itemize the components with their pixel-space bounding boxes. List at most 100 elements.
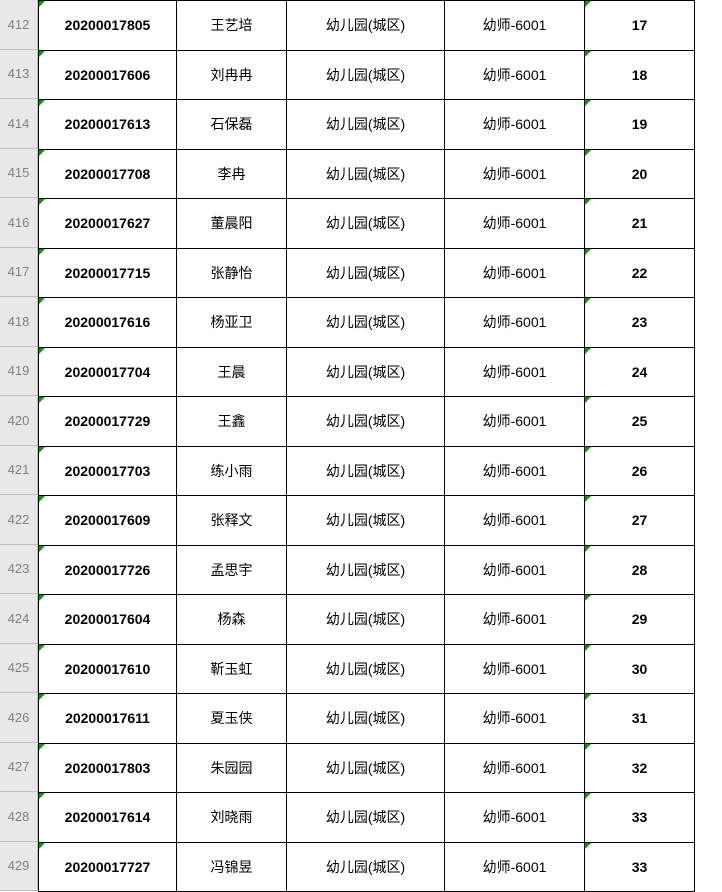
cell-name[interactable]: 张释文 [177,496,287,546]
cell-dept[interactable]: 幼儿园(城区) [287,793,445,843]
cell-dept[interactable]: 幼儿园(城区) [287,397,445,447]
cell-num[interactable]: 31 [585,694,695,744]
cell-pos[interactable]: 幼师-6001 [445,446,585,496]
cell-name[interactable]: 杨亚卫 [177,298,287,348]
cell-dept[interactable]: 幼儿园(城区) [287,50,445,100]
cell-name[interactable]: 张静怡 [177,248,287,298]
row-header[interactable]: 417 [0,248,38,298]
cell-id[interactable]: 20200017729 [39,397,177,447]
cell-pos[interactable]: 幼师-6001 [445,842,585,892]
cell-id[interactable]: 20200017726 [39,545,177,595]
cell-dept[interactable]: 幼儿园(城区) [287,694,445,744]
row-header[interactable]: 427 [0,743,38,793]
cell-dept[interactable]: 幼儿园(城区) [287,743,445,793]
cell-dept[interactable]: 幼儿园(城区) [287,644,445,694]
cell-name[interactable]: 刘冉冉 [177,50,287,100]
cell-num[interactable]: 19 [585,100,695,150]
cell-num[interactable]: 33 [585,842,695,892]
cell-pos[interactable]: 幼师-6001 [445,545,585,595]
cell-name[interactable]: 王艺培 [177,1,287,51]
cell-num[interactable]: 23 [585,298,695,348]
row-header[interactable]: 422 [0,495,38,545]
cell-id[interactable]: 20200017805 [39,1,177,51]
cell-pos[interactable]: 幼师-6001 [445,347,585,397]
cell-pos[interactable]: 幼师-6001 [445,298,585,348]
cell-num[interactable]: 26 [585,446,695,496]
cell-id[interactable]: 20200017627 [39,199,177,249]
row-header[interactable]: 412 [0,0,38,50]
cell-dept[interactable]: 幼儿园(城区) [287,496,445,546]
cell-name[interactable]: 夏玉侠 [177,694,287,744]
cell-name[interactable]: 靳玉虹 [177,644,287,694]
cell-dept[interactable]: 幼儿园(城区) [287,100,445,150]
row-header[interactable]: 423 [0,545,38,595]
cell-name[interactable]: 冯锦昱 [177,842,287,892]
cell-num[interactable]: 29 [585,595,695,645]
cell-pos[interactable]: 幼师-6001 [445,100,585,150]
cell-dept[interactable]: 幼儿园(城区) [287,595,445,645]
row-header[interactable]: 415 [0,149,38,199]
row-header[interactable]: 429 [0,842,38,892]
cell-id[interactable]: 20200017604 [39,595,177,645]
cell-num[interactable]: 21 [585,199,695,249]
row-header[interactable]: 420 [0,396,38,446]
cell-pos[interactable]: 幼师-6001 [445,248,585,298]
cell-pos[interactable]: 幼师-6001 [445,644,585,694]
cell-dept[interactable]: 幼儿园(城区) [287,199,445,249]
row-header[interactable]: 413 [0,50,38,100]
cell-dept[interactable]: 幼儿园(城区) [287,545,445,595]
cell-pos[interactable]: 幼师-6001 [445,743,585,793]
cell-id[interactable]: 20200017610 [39,644,177,694]
cell-num[interactable]: 28 [585,545,695,595]
cell-dept[interactable]: 幼儿园(城区) [287,347,445,397]
cell-pos[interactable]: 幼师-6001 [445,397,585,447]
row-header[interactable]: 418 [0,297,38,347]
cell-pos[interactable]: 幼师-6001 [445,694,585,744]
cell-name[interactable]: 董晨阳 [177,199,287,249]
cell-dept[interactable]: 幼儿园(城区) [287,298,445,348]
row-header[interactable]: 428 [0,792,38,842]
cell-name[interactable]: 王晨 [177,347,287,397]
cell-name[interactable]: 孟思宇 [177,545,287,595]
cell-pos[interactable]: 幼师-6001 [445,50,585,100]
cell-num[interactable]: 32 [585,743,695,793]
cell-dept[interactable]: 幼儿园(城区) [287,842,445,892]
row-header[interactable]: 426 [0,693,38,743]
cell-id[interactable]: 20200017803 [39,743,177,793]
cell-name[interactable]: 王鑫 [177,397,287,447]
cell-pos[interactable]: 幼师-6001 [445,149,585,199]
cell-pos[interactable]: 幼师-6001 [445,1,585,51]
cell-dept[interactable]: 幼儿园(城区) [287,1,445,51]
cell-id[interactable]: 20200017609 [39,496,177,546]
cell-dept[interactable]: 幼儿园(城区) [287,248,445,298]
row-header[interactable]: 424 [0,594,38,644]
cell-num[interactable]: 27 [585,496,695,546]
cell-name[interactable]: 李冉 [177,149,287,199]
cell-num[interactable]: 20 [585,149,695,199]
cell-name[interactable]: 石保磊 [177,100,287,150]
cell-num[interactable]: 24 [585,347,695,397]
cell-name[interactable]: 刘晓雨 [177,793,287,843]
cell-id[interactable]: 20200017703 [39,446,177,496]
cell-id[interactable]: 20200017616 [39,298,177,348]
cell-id[interactable]: 20200017613 [39,100,177,150]
cell-dept[interactable]: 幼儿园(城区) [287,446,445,496]
cell-id[interactable]: 20200017715 [39,248,177,298]
cell-pos[interactable]: 幼师-6001 [445,199,585,249]
row-header[interactable]: 414 [0,99,38,149]
cell-pos[interactable]: 幼师-6001 [445,595,585,645]
cell-id[interactable]: 20200017606 [39,50,177,100]
cell-id[interactable]: 20200017708 [39,149,177,199]
cell-num[interactable]: 18 [585,50,695,100]
cell-num[interactable]: 22 [585,248,695,298]
cell-num[interactable]: 25 [585,397,695,447]
row-header[interactable]: 421 [0,446,38,496]
cell-name[interactable]: 杨森 [177,595,287,645]
cell-name[interactable]: 朱园园 [177,743,287,793]
cell-num[interactable]: 30 [585,644,695,694]
row-header[interactable]: 419 [0,347,38,397]
cell-pos[interactable]: 幼师-6001 [445,496,585,546]
cell-id[interactable]: 20200017727 [39,842,177,892]
cell-name[interactable]: 练小雨 [177,446,287,496]
cell-pos[interactable]: 幼师-6001 [445,793,585,843]
